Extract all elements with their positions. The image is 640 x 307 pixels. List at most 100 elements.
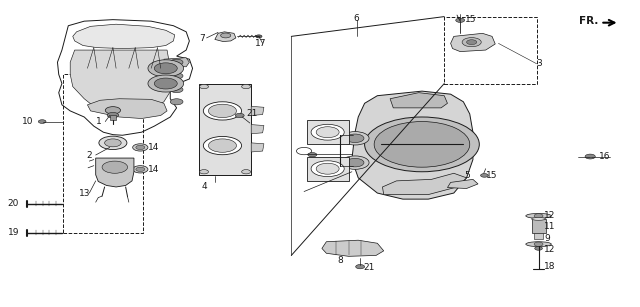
Text: 8: 8	[338, 256, 344, 265]
Text: 20: 20	[8, 199, 19, 208]
Text: 16: 16	[599, 152, 611, 161]
Circle shape	[585, 154, 595, 159]
Circle shape	[148, 60, 184, 77]
Polygon shape	[73, 24, 175, 49]
Polygon shape	[451, 33, 495, 52]
Bar	[534, 233, 543, 239]
Circle shape	[170, 99, 183, 105]
Text: 14: 14	[148, 143, 159, 152]
Circle shape	[102, 161, 127, 173]
Ellipse shape	[532, 218, 545, 220]
Bar	[532, 219, 545, 233]
Circle shape	[242, 84, 250, 89]
Bar	[63, 74, 143, 233]
Circle shape	[316, 163, 339, 174]
Circle shape	[534, 214, 543, 218]
Polygon shape	[352, 91, 473, 199]
Ellipse shape	[526, 213, 551, 218]
Text: 3: 3	[537, 59, 543, 68]
Polygon shape	[383, 173, 467, 195]
Circle shape	[209, 139, 236, 152]
Circle shape	[38, 120, 46, 123]
Circle shape	[170, 59, 183, 65]
Circle shape	[104, 139, 121, 147]
Circle shape	[316, 127, 339, 138]
Circle shape	[308, 153, 317, 157]
Text: 9: 9	[544, 234, 550, 243]
Circle shape	[209, 104, 236, 118]
Text: FR.: FR.	[579, 16, 598, 26]
Circle shape	[105, 107, 120, 114]
Circle shape	[154, 78, 177, 89]
Circle shape	[107, 112, 118, 118]
Circle shape	[200, 84, 209, 89]
Circle shape	[462, 37, 481, 47]
Text: 18: 18	[544, 262, 556, 270]
Text: 21: 21	[364, 263, 374, 272]
Circle shape	[311, 161, 344, 177]
Circle shape	[341, 156, 369, 169]
Circle shape	[170, 87, 183, 93]
Circle shape	[148, 75, 184, 92]
Polygon shape	[164, 58, 189, 67]
Circle shape	[481, 173, 488, 177]
Circle shape	[236, 113, 244, 118]
Circle shape	[204, 102, 241, 120]
Circle shape	[346, 158, 364, 167]
Text: 15: 15	[486, 171, 497, 180]
Text: 17: 17	[255, 39, 266, 48]
Text: 14: 14	[148, 165, 159, 174]
Circle shape	[170, 73, 183, 79]
Circle shape	[136, 145, 145, 150]
Text: 13: 13	[79, 189, 91, 198]
Circle shape	[99, 136, 127, 150]
Circle shape	[356, 265, 365, 269]
Circle shape	[255, 35, 262, 38]
Circle shape	[365, 117, 479, 172]
Text: 7: 7	[199, 34, 205, 43]
Circle shape	[456, 18, 465, 22]
Text: 19: 19	[8, 228, 19, 237]
Text: 15: 15	[465, 15, 477, 24]
Polygon shape	[251, 125, 264, 134]
Circle shape	[242, 170, 250, 174]
Circle shape	[311, 124, 344, 140]
Bar	[444, 17, 537, 84]
Circle shape	[204, 137, 241, 155]
Bar	[109, 115, 116, 120]
Polygon shape	[96, 158, 134, 187]
Text: 10: 10	[22, 117, 33, 126]
Text: 5: 5	[464, 171, 470, 180]
Polygon shape	[390, 93, 447, 108]
Circle shape	[221, 33, 231, 38]
Polygon shape	[251, 106, 264, 115]
Polygon shape	[307, 157, 349, 181]
Circle shape	[374, 122, 470, 167]
Text: 6: 6	[353, 14, 359, 23]
Text: 4: 4	[202, 182, 207, 191]
Text: 12: 12	[544, 211, 556, 220]
Circle shape	[154, 63, 177, 74]
Circle shape	[200, 170, 209, 174]
Text: 21: 21	[246, 110, 258, 119]
Circle shape	[467, 40, 477, 45]
Polygon shape	[307, 120, 349, 144]
Circle shape	[346, 134, 364, 142]
Circle shape	[535, 247, 542, 250]
Ellipse shape	[526, 242, 551, 247]
Circle shape	[132, 166, 148, 173]
Text: 1: 1	[96, 117, 102, 126]
Polygon shape	[251, 143, 264, 152]
Circle shape	[136, 167, 145, 171]
Polygon shape	[199, 84, 251, 175]
Polygon shape	[70, 50, 173, 113]
Polygon shape	[322, 240, 384, 256]
Text: 12: 12	[544, 245, 556, 254]
Circle shape	[534, 242, 543, 246]
Polygon shape	[88, 99, 167, 119]
Polygon shape	[447, 179, 478, 188]
Circle shape	[341, 132, 369, 145]
Text: 11: 11	[544, 222, 556, 231]
Text: 2: 2	[86, 151, 92, 161]
Polygon shape	[215, 32, 236, 41]
